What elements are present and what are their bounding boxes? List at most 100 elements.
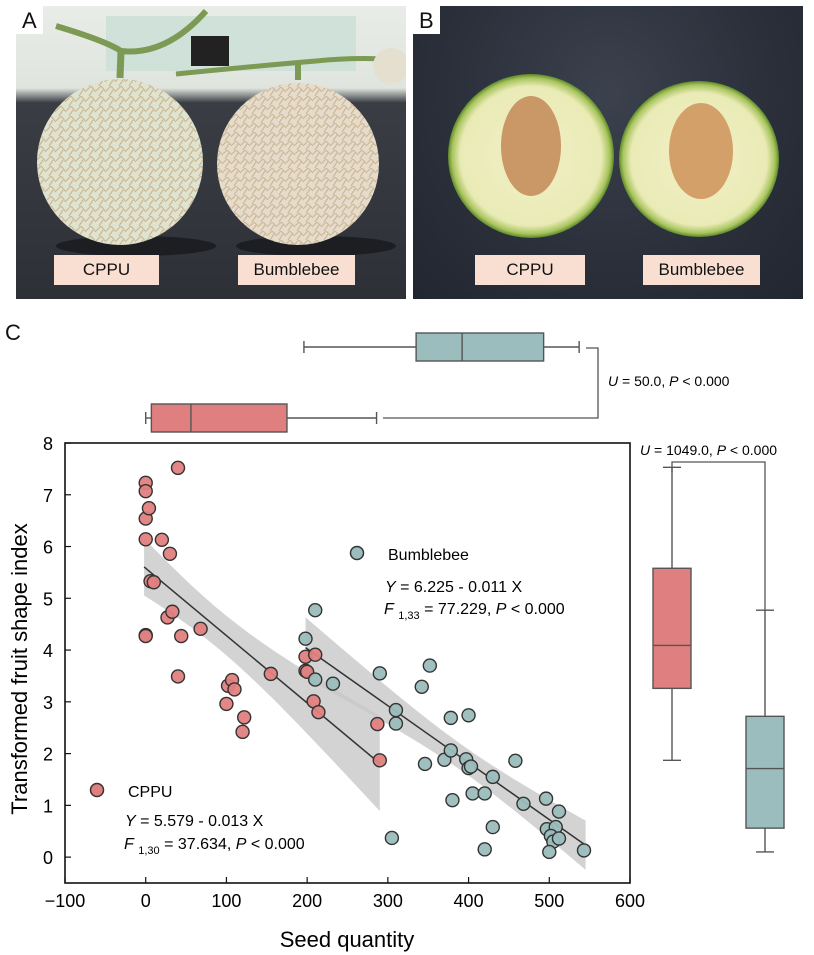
- y-tick-label: 2: [43, 745, 53, 765]
- y-tick-label: 6: [43, 538, 53, 558]
- right-test-label: U = 1049.0, P < 0.000: [640, 442, 777, 458]
- data-point-bumblebee: [417, 756, 433, 772]
- data-point-bumblebee: [325, 676, 341, 691]
- data-point-bumblebee: [485, 819, 500, 835]
- data-point-cppu: [154, 532, 170, 547]
- data-point-cppu: [236, 710, 252, 725]
- data-point-cppu: [308, 647, 323, 662]
- data-point-cppu: [372, 753, 387, 768]
- top-boxplot: [145, 332, 580, 433]
- data-point-bumblebee: [298, 631, 313, 646]
- panel-a-letter: A: [16, 6, 43, 34]
- photo-panel-a: A CPPU Bumblebee: [16, 6, 406, 299]
- data-point-bumblebee: [308, 603, 323, 618]
- data-point-cppu: [311, 704, 326, 720]
- y-axis-label: Transformed fruit shape index: [7, 523, 32, 814]
- top-box-bumblebee: [303, 332, 580, 362]
- data-point-bumblebee: [308, 672, 323, 687]
- data-point-bumblebee: [465, 786, 480, 801]
- data-point-cppu: [193, 621, 208, 637]
- data-point-bumblebee: [551, 831, 567, 846]
- data-point-cppu: [370, 716, 385, 732]
- panel-c-letter: C: [5, 320, 21, 345]
- data-point-bumblebee: [477, 842, 492, 857]
- right-boxplot: [652, 466, 785, 853]
- data-point-bumblebee: [516, 796, 531, 811]
- label-bumblebee-a: Bumblebee: [238, 255, 355, 285]
- legend-label-bumblebee: Bumblebee: [388, 547, 469, 564]
- confidence-band-bumblebee: [305, 617, 586, 870]
- x-tick-label: 100: [211, 891, 241, 911]
- data-point-bumblebee: [384, 830, 400, 846]
- y-tick-label: 0: [43, 848, 53, 868]
- data-point-bumblebee: [485, 769, 500, 785]
- data-point-bumblebee: [372, 666, 387, 681]
- data-point-bumblebee: [538, 791, 554, 806]
- data-point-bumblebee: [551, 804, 567, 819]
- data-point-bumblebee: [443, 710, 459, 726]
- stats-bumblebee: F 1,33 = 77.229, P < 0.000: [384, 601, 565, 623]
- data-point-cppu: [162, 546, 178, 561]
- data-point-cppu: [170, 460, 186, 476]
- data-points: [138, 460, 592, 860]
- data-point-bumblebee: [388, 702, 404, 718]
- y-tick-label: 1: [43, 796, 53, 816]
- data-point-cppu: [235, 724, 250, 740]
- legend-marker-cppu: [89, 782, 105, 798]
- data-point-cppu: [146, 575, 161, 590]
- data-point-bumblebee: [576, 843, 592, 858]
- y-tick-label: 7: [43, 486, 53, 506]
- legend-marker-bumblebee: [349, 545, 365, 561]
- y-tick-label: 4: [43, 641, 53, 661]
- melon-cut-illustration: [448, 74, 779, 238]
- x-tick-label: 500: [534, 891, 564, 911]
- data-point-bumblebee: [463, 759, 479, 774]
- label-cppu-a: CPPU: [54, 255, 159, 285]
- box-iqr: [415, 332, 545, 362]
- box-iqr: [150, 403, 288, 433]
- data-point-bumblebee: [461, 708, 476, 723]
- box-iqr: [652, 567, 692, 690]
- melon-whole-illustration: [37, 9, 406, 256]
- confidence-bands: [144, 538, 586, 870]
- data-point-bumblebee: [414, 679, 429, 695]
- confidence-band-cppu: [144, 538, 380, 812]
- data-point-cppu: [141, 501, 157, 516]
- x-axis-label: Seed quantity: [280, 927, 415, 952]
- data-point-bumblebee: [508, 753, 523, 769]
- regression-line-cppu: [143, 566, 381, 765]
- data-point-bumblebee: [477, 786, 492, 801]
- photo-panel-b: B CPPU Bumblebee: [413, 6, 803, 299]
- label-cppu-b: CPPU: [475, 255, 585, 285]
- panel-b-letter: B: [413, 6, 440, 34]
- equation-bumblebee: Y = 6.225 - 0.011 X: [385, 579, 522, 596]
- y-tick-label: 3: [43, 693, 53, 713]
- data-point-bumblebee: [443, 743, 459, 758]
- data-point-bumblebee: [445, 792, 460, 808]
- data-point-cppu: [138, 483, 153, 499]
- data-point-cppu: [138, 532, 153, 547]
- top-test-label: U = 50.0, P < 0.000: [608, 373, 730, 389]
- data-point-cppu: [165, 604, 180, 619]
- x-tick-label: 200: [292, 891, 322, 911]
- data-point-cppu: [219, 696, 234, 712]
- x-tick-label: 0: [141, 891, 151, 911]
- data-point-cppu: [227, 682, 242, 697]
- data-point-cppu: [263, 666, 279, 682]
- x-tick-label: 400: [454, 891, 484, 911]
- top-test-bracket: [383, 347, 599, 419]
- y-axis-ticks: 0 1 2 3 4 5 6 7 8: [43, 434, 71, 868]
- y-tick-label: 5: [43, 589, 53, 609]
- legend-label-cppu: CPPU: [128, 784, 172, 801]
- x-axis-ticks: −100 0 100 200 300 400 500 600: [45, 877, 645, 911]
- data-point-cppu: [174, 628, 189, 644]
- x-tick-label: 600: [615, 891, 645, 911]
- data-point-cppu: [170, 669, 186, 684]
- box-iqr: [745, 715, 785, 829]
- y-tick-label: 8: [43, 434, 53, 454]
- top-box-cppu: [145, 403, 378, 433]
- data-point-bumblebee: [542, 844, 557, 860]
- label-bumblebee-b: Bumblebee: [643, 255, 760, 285]
- stats-cppu: F 1,30 = 37.634, P < 0.000: [124, 836, 305, 858]
